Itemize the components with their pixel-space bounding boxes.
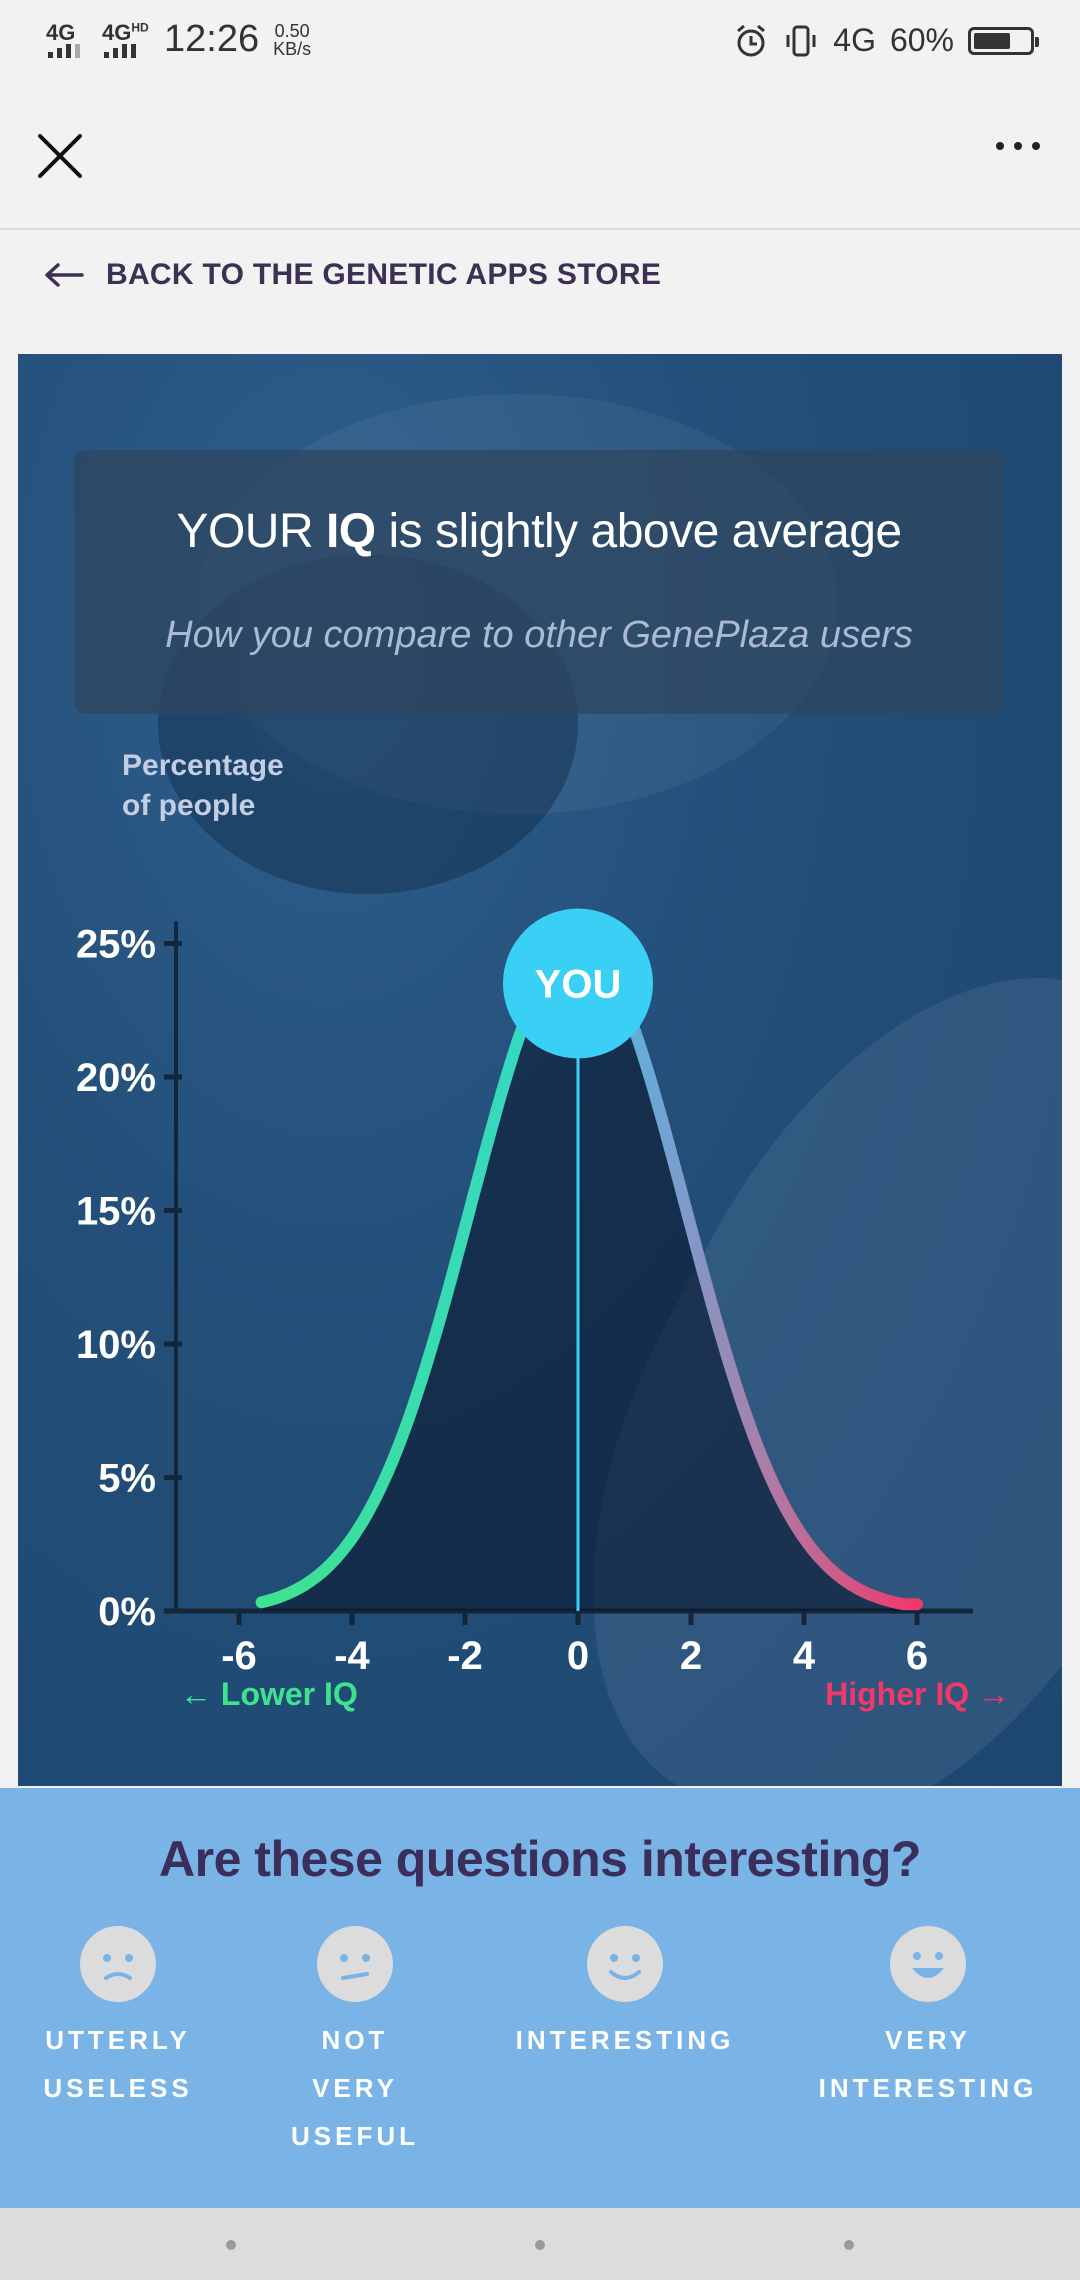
more-options-button[interactable] (996, 142, 1040, 150)
status-time: 12:26 (164, 18, 260, 60)
dot (996, 142, 1004, 150)
y-tick-label: 25% (76, 923, 156, 967)
higher-iq-label: Higher IQ → (825, 1676, 1010, 1712)
x-tick-label: -6 (221, 1634, 257, 1678)
feedback-option-interesting[interactable]: INTERESTING (505, 1926, 745, 2064)
signal-strength-icon-2: 4GHD (102, 20, 149, 60)
result-summary: YOUR IQ is slightly above average How yo… (74, 450, 1004, 714)
x-tick-label: 6 (906, 1634, 928, 1678)
battery-icon (968, 26, 1039, 55)
y-tick-label: 15% (76, 1190, 156, 1234)
status-left: 4G 4GHD 12:26 0.50 KB/s (46, 18, 311, 61)
you-marker (503, 908, 653, 1059)
result-subtitle: How you compare to other GenePlaza users (165, 614, 913, 656)
feedback-option-label: UTTERLY USELESS (43, 2025, 193, 2103)
feedback-option-label: INTERESTING (515, 2025, 735, 2055)
feedback-option-not-very-useful[interactable]: NOT VERY USEFUL (235, 1926, 475, 2160)
status-right: 4G 60% (733, 22, 1039, 59)
feedback-question: Are these questions interesting? (159, 1831, 921, 1887)
y-axis-label: Percentage of people (122, 749, 284, 822)
grin-face-icon (890, 1926, 966, 2002)
feedback-option-label: VERY INTERESTING (818, 2025, 1038, 2103)
close-icon[interactable] (30, 126, 90, 186)
app-bar (0, 86, 1080, 230)
nav-button-home[interactable] (535, 2240, 545, 2250)
meh-face-icon (317, 1926, 393, 2002)
back-to-store-link[interactable]: BACK TO THE GENETIC APPS STORE (44, 258, 661, 292)
x-tick-label: -2 (447, 1634, 483, 1678)
result-title: YOUR IQ is slightly above average (176, 505, 902, 558)
signal-strength-icon: 4G (46, 20, 88, 60)
battery-percent: 60% (889, 22, 954, 58)
feedback-option-label: NOT VERY USEFUL (291, 2025, 419, 2151)
status-bar: 4G 4GHD 12:26 0.50 KB/s 4G 60% (0, 0, 1080, 86)
dot (1032, 142, 1040, 150)
y-tick-label: 20% (76, 1056, 156, 1100)
nav-button-right[interactable] (844, 2240, 854, 2250)
x-tick-label: 4 (793, 1634, 816, 1678)
system-navigation-bar (0, 2208, 1080, 2280)
iq-distribution-chart: YOU 25% 20% 15% 10% 5% 0% -6 -4 -2 0 2 4 6 (76, 908, 973, 1678)
x-tick-label: 0 (567, 1634, 589, 1678)
vibrate-icon (786, 25, 816, 56)
nav-button-left[interactable] (226, 2240, 236, 2250)
back-link-label: BACK TO THE GENETIC APPS STORE (106, 258, 662, 291)
arrow-left-icon (45, 263, 84, 287)
feedback-section: Are these questions interesting? UTTERLY… (0, 1788, 1080, 2208)
y-tick-label: 0% (98, 1590, 156, 1634)
signal-label: 4G (46, 19, 76, 45)
y-tick-label: 10% (76, 1323, 156, 1367)
sad-face-icon (80, 1926, 156, 2002)
you-marker-label: YOU (535, 963, 622, 1007)
dot (1014, 142, 1022, 150)
y-tick-label: 5% (98, 1457, 156, 1501)
network-type: 4G (833, 22, 876, 58)
network-speed: 0.50 KB/s (273, 20, 312, 59)
feedback-option-very-interesting[interactable]: VERY INTERESTING (808, 1926, 1048, 2112)
feedback-option-utterly-useless[interactable]: UTTERLY USELESS (0, 1926, 238, 2112)
smile-face-icon (587, 1926, 663, 2002)
alarm-icon (737, 24, 766, 56)
results-panel: YOUR IQ is slightly above average How yo… (18, 354, 1062, 1786)
x-tick-label: 2 (680, 1634, 702, 1678)
x-tick-label: -4 (334, 1634, 370, 1678)
lower-iq-label: ← Lower IQ (180, 1676, 358, 1712)
